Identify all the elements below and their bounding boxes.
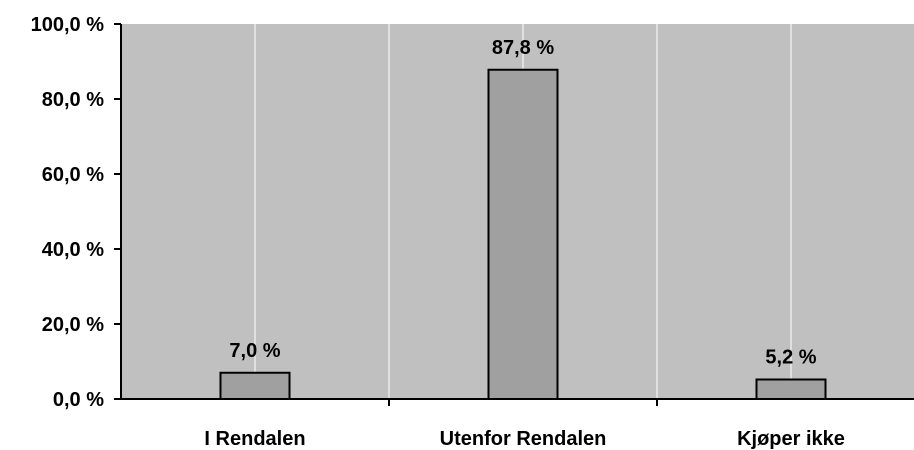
data-label: 87,8 % (492, 37, 554, 59)
bar (219, 371, 291, 400)
bar (755, 378, 827, 400)
y-tick-label: 20,0 % (42, 314, 104, 336)
y-tick-label: 60,0 % (42, 164, 104, 186)
data-labels: 7,0 % 87,8 % 5,2 % (229, 37, 816, 369)
data-label: 5,2 % (765, 347, 816, 369)
y-tick-label: 100,0 % (31, 14, 105, 36)
x-tick-label: Kjøper ikke (737, 428, 845, 450)
x-tick-label: I Rendalen (204, 428, 305, 450)
data-label: 7,0 % (229, 340, 280, 362)
bars (219, 68, 827, 400)
x-tick-label: Utenfor Rendalen (440, 428, 607, 450)
y-tick-label: 40,0 % (42, 239, 104, 261)
axes (114, 23, 914, 406)
y-tick-label: 0,0 % (53, 389, 104, 411)
y-axis-tick-labels: 0,0 % 20,0 % 40,0 % 60,0 % 80,0 % 100,0 % (31, 14, 105, 411)
bar (487, 68, 559, 400)
y-tick-label: 80,0 % (42, 89, 104, 111)
x-axis-tick-labels: I Rendalen Utenfor Rendalen Kjøper ikke (204, 428, 844, 450)
